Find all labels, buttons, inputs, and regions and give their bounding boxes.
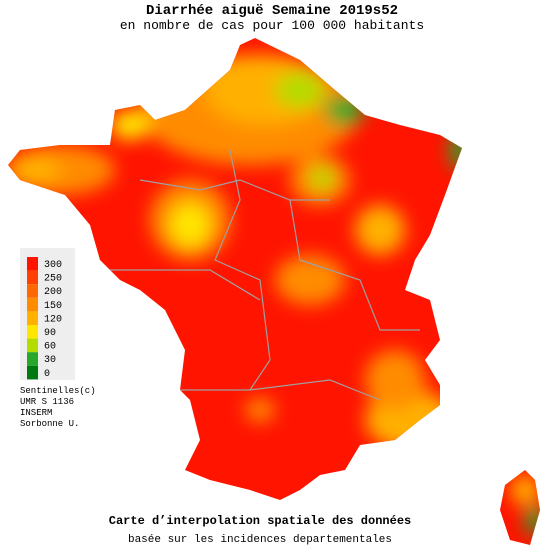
credit-line: Sentinelles(c) [20, 386, 96, 396]
credit-line: UMR S 1136 [20, 397, 74, 407]
footer-subtitle: basée sur les incidences departementales [128, 534, 392, 546]
legend-swatch [27, 352, 38, 366]
credit-line: Sorbonne U. [20, 419, 79, 429]
credit-line: INSERM [20, 408, 52, 418]
legend-label: 250 [44, 274, 62, 285]
legend-label: 0 [44, 369, 50, 380]
legend-swatch [27, 325, 38, 339]
title: Diarrhée aiguë Semaine 2019s52 [146, 3, 398, 19]
subtitle: en nombre de cas pour 100 000 habitants [120, 18, 424, 33]
legend-label: 120 [44, 314, 62, 325]
legend-swatch [27, 284, 38, 298]
legend-swatch [27, 338, 38, 353]
legend-swatch [27, 257, 38, 271]
footer-title: Carte d’interpolation spatiale des donné… [109, 514, 411, 528]
legend-label: 90 [44, 328, 56, 339]
legend-swatch [27, 297, 38, 312]
legend-swatch [27, 311, 38, 325]
legend-swatch [27, 365, 38, 380]
legend-label: 150 [44, 301, 62, 312]
legend-label: 300 [44, 260, 62, 271]
legend-swatch [27, 270, 38, 285]
map-corsica [500, 470, 540, 545]
legend-label: 200 [44, 287, 62, 298]
legend-label: 30 [44, 355, 56, 366]
legend-label: 60 [44, 342, 56, 353]
